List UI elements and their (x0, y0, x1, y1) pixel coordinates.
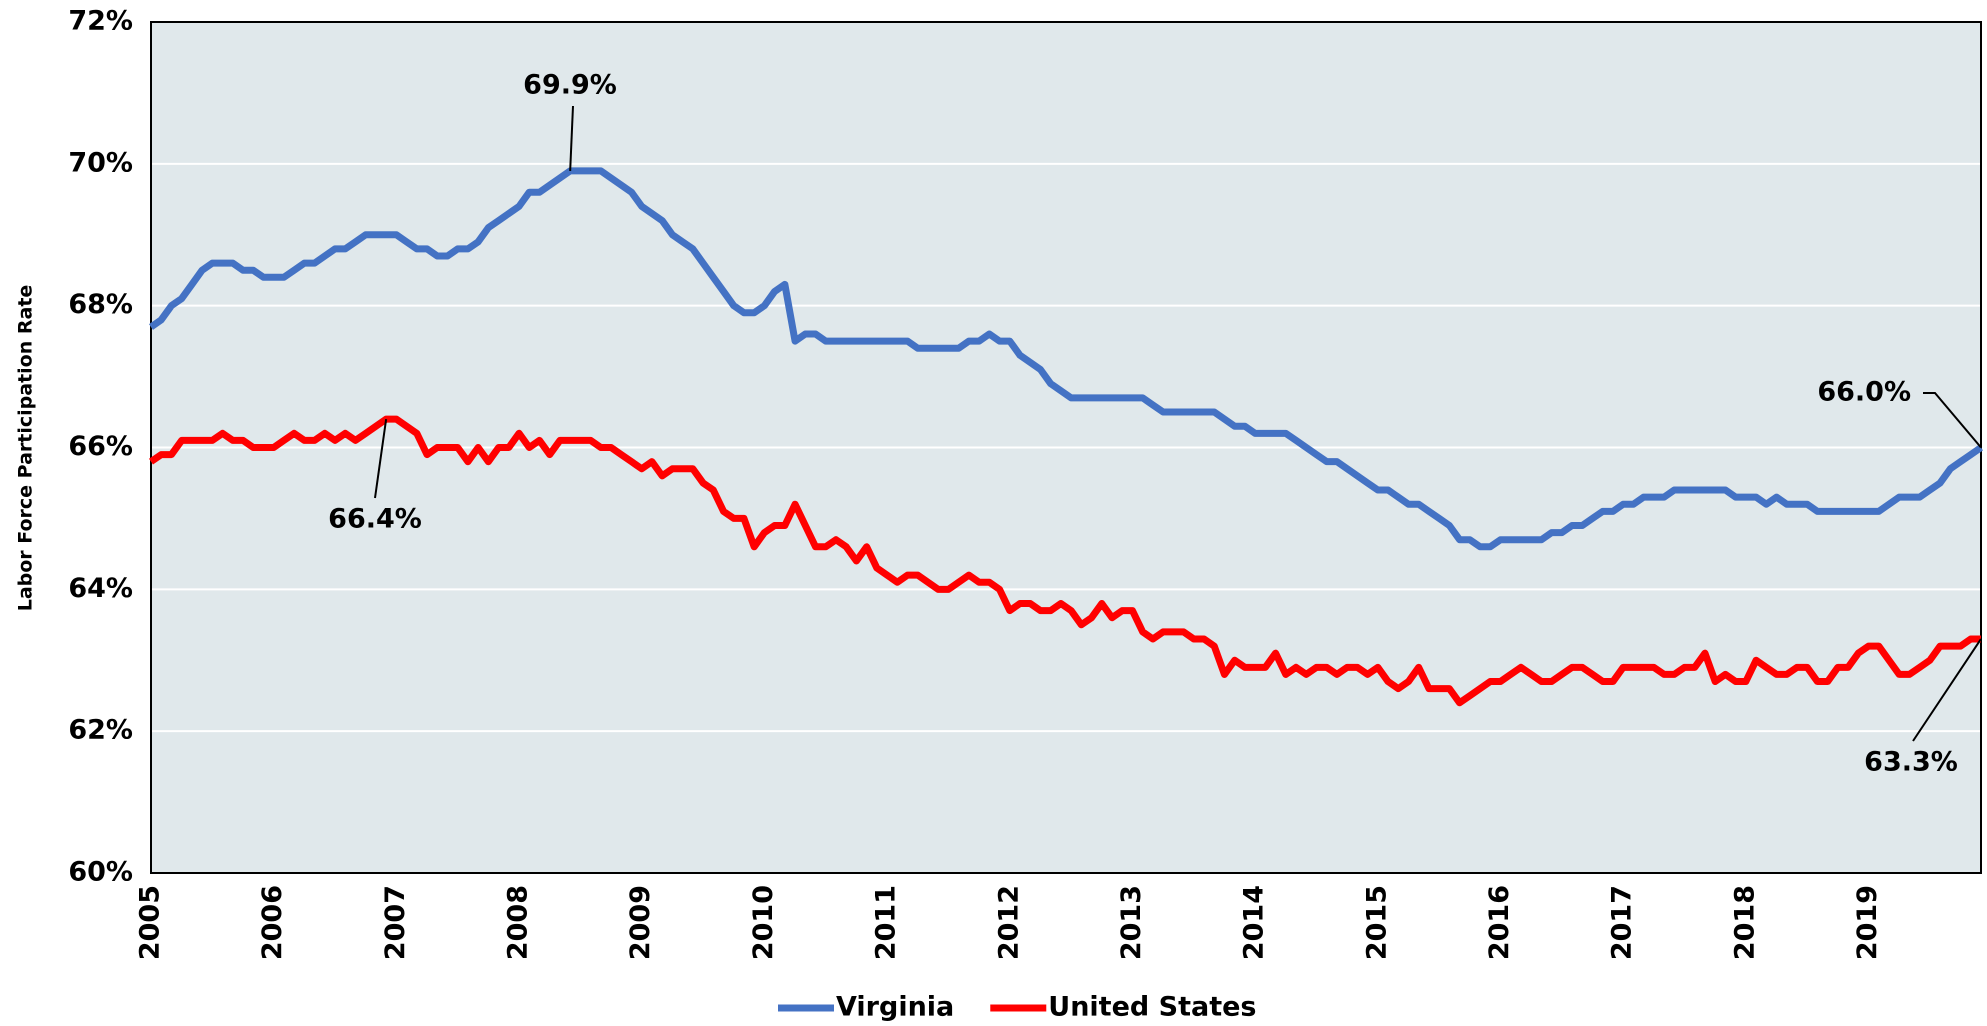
annotation-leader (1923, 392, 1982, 449)
x-tick-label: 2012 (993, 885, 1024, 960)
annotation: 66.0% (1817, 377, 1911, 408)
y-axis-label: Labor Force Participation Rate (15, 285, 37, 612)
x-tick-label: 2016 (1484, 885, 1515, 960)
x-tick-label: 2005 (135, 885, 166, 960)
annotation-leader (569, 105, 574, 171)
x-tick-label: 2009 (625, 885, 656, 960)
y-tick-label: 66% (68, 431, 133, 462)
annotation-leader (374, 418, 388, 499)
x-tick-label: 2015 (1361, 885, 1392, 960)
legend-label: Virginia (836, 992, 954, 1023)
y-tick-label: 70% (68, 147, 133, 178)
x-tick-label: 2007 (380, 885, 411, 960)
y-tick-label: 68% (68, 289, 133, 320)
x-tick-label: 2011 (871, 885, 902, 960)
x-tick-label: 2019 (1852, 885, 1883, 960)
x-tick-label: 2014 (1239, 885, 1270, 960)
y-tick-label: 60% (68, 857, 133, 888)
y-tick-label: 64% (68, 573, 133, 604)
annotation: 69.9% (523, 70, 617, 101)
legend-label: United States (1048, 992, 1256, 1023)
x-tick-label: 2008 (503, 885, 534, 960)
x-tick-label: 2006 (257, 885, 288, 960)
annotation: 63.3% (1864, 747, 1958, 778)
x-tick-label: 2018 (1729, 885, 1760, 960)
annotation-leader (1912, 638, 1982, 742)
series-line (149, 415, 1981, 707)
x-tick-label: 2017 (1607, 885, 1638, 960)
annotation: 66.4% (328, 504, 422, 535)
series-line (149, 167, 1983, 551)
x-tick-label: 2013 (1116, 885, 1147, 960)
y-tick-label: 72% (68, 6, 133, 37)
y-tick-label: 62% (68, 715, 133, 746)
x-tick-label: 2010 (748, 885, 779, 960)
